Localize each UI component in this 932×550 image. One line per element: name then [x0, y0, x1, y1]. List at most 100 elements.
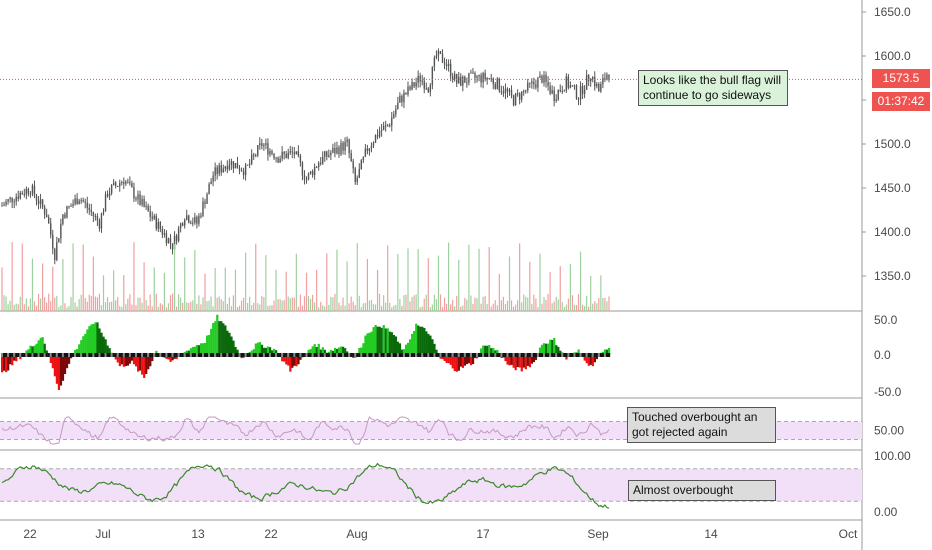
volume-bar [437, 255, 440, 311]
zero-marker [593, 353, 596, 357]
momentum-bar [526, 355, 529, 366]
momentum-bar [429, 335, 432, 355]
candle-body [21, 192, 23, 195]
momentum-bar [595, 355, 598, 360]
volume-bar [275, 269, 277, 311]
candle-body [411, 82, 413, 90]
momentum-bar [435, 349, 438, 355]
zero-marker [279, 353, 282, 357]
candle-body [224, 166, 226, 169]
volume-bar [411, 296, 413, 311]
zero-marker [76, 353, 79, 357]
zero-marker [96, 353, 99, 357]
momentum-bar [524, 355, 527, 370]
momentum-bar [419, 326, 422, 355]
momentum-bar [189, 348, 192, 355]
price-axis[interactable]: 1650.01600.01550.01500.01450.01400.01350… [862, 5, 911, 519]
zero-marker [575, 353, 578, 357]
zero-marker [453, 353, 456, 357]
rsi-annotation[interactable]: Touched overbought an got rejected again [627, 407, 776, 443]
momentum-bar [9, 355, 12, 365]
candle-body [135, 198, 137, 200]
candle-body [295, 151, 298, 155]
candle-body [433, 57, 436, 67]
volume-bar [115, 300, 117, 311]
candle-body [236, 162, 239, 169]
volume-bar [476, 298, 478, 311]
zero-marker [374, 353, 377, 357]
zero-marker [587, 353, 590, 357]
candle-body [427, 88, 429, 93]
candle-body [449, 63, 452, 77]
candle-body [350, 153, 352, 162]
volume-bar [200, 304, 202, 311]
zero-marker [15, 353, 18, 357]
candle-body [431, 66, 434, 86]
zero-marker [372, 353, 375, 357]
momentum-bar [234, 346, 237, 355]
momentum-panel[interactable] [1, 314, 611, 390]
candle-body [234, 162, 237, 169]
volume-bar [316, 269, 318, 311]
volume-bar [153, 267, 155, 311]
price-annotation[interactable]: Looks like the bull flag will continue t… [638, 70, 788, 106]
momentum-bar [5, 355, 8, 373]
zero-marker [214, 353, 217, 357]
candle-body [384, 125, 387, 127]
candle-body [456, 73, 458, 84]
time-axis[interactable]: 22 Jul 13 22 Aug 17 Sep 14 Oct [23, 527, 858, 541]
volume-bar [486, 304, 488, 311]
volume-bar [413, 295, 415, 311]
candle-body [309, 171, 312, 174]
momentum-bar [27, 349, 30, 355]
candle-body [192, 222, 194, 224]
candle-body [173, 235, 176, 250]
zero-marker [161, 353, 164, 357]
candle-body [45, 214, 48, 218]
candle-body [190, 222, 192, 224]
candle-body [559, 90, 561, 92]
candle-body [395, 109, 397, 115]
stoch-annotation[interactable]: Almost overbought [628, 480, 776, 501]
momentum-bar [557, 346, 560, 355]
zero-marker [67, 353, 71, 357]
candle-body [259, 143, 261, 146]
momentum-bar [337, 347, 341, 355]
volume-bar [147, 305, 149, 311]
momentum-bar [43, 343, 46, 355]
momentum-bar [520, 355, 523, 372]
zero-marker [159, 353, 162, 357]
zero-marker [153, 353, 156, 357]
zero-marker [147, 353, 150, 357]
momentum-bar [210, 328, 213, 355]
candle-body [358, 168, 360, 178]
candle-body [271, 150, 273, 154]
zero-marker [236, 353, 239, 357]
stoch-line [1, 462, 610, 509]
momentum-bar [275, 350, 278, 355]
volume-bar [557, 299, 559, 311]
price-tick-label: 1350.0 [874, 269, 911, 283]
volume-bar [519, 243, 521, 311]
volume-bar [454, 306, 456, 311]
momentum-bar [441, 355, 444, 360]
zero-marker [319, 353, 322, 357]
volume-bar [88, 294, 90, 311]
zero-marker [565, 353, 568, 357]
candles [1, 48, 610, 265]
volume-bar [527, 297, 529, 311]
candle-body [391, 117, 393, 126]
zero-marker [139, 353, 142, 357]
momentum-bar [309, 349, 312, 355]
zero-marker [516, 353, 519, 357]
price-panel[interactable] [0, 48, 862, 311]
zero-marker [210, 353, 213, 357]
momentum-bar [197, 345, 201, 355]
volume-bar [549, 272, 551, 311]
volume-bar [121, 307, 123, 311]
zero-marker [549, 353, 552, 357]
countdown-label: 01:37:42 [872, 92, 930, 111]
momentum-bar [273, 348, 276, 355]
zero-marker [441, 353, 444, 357]
